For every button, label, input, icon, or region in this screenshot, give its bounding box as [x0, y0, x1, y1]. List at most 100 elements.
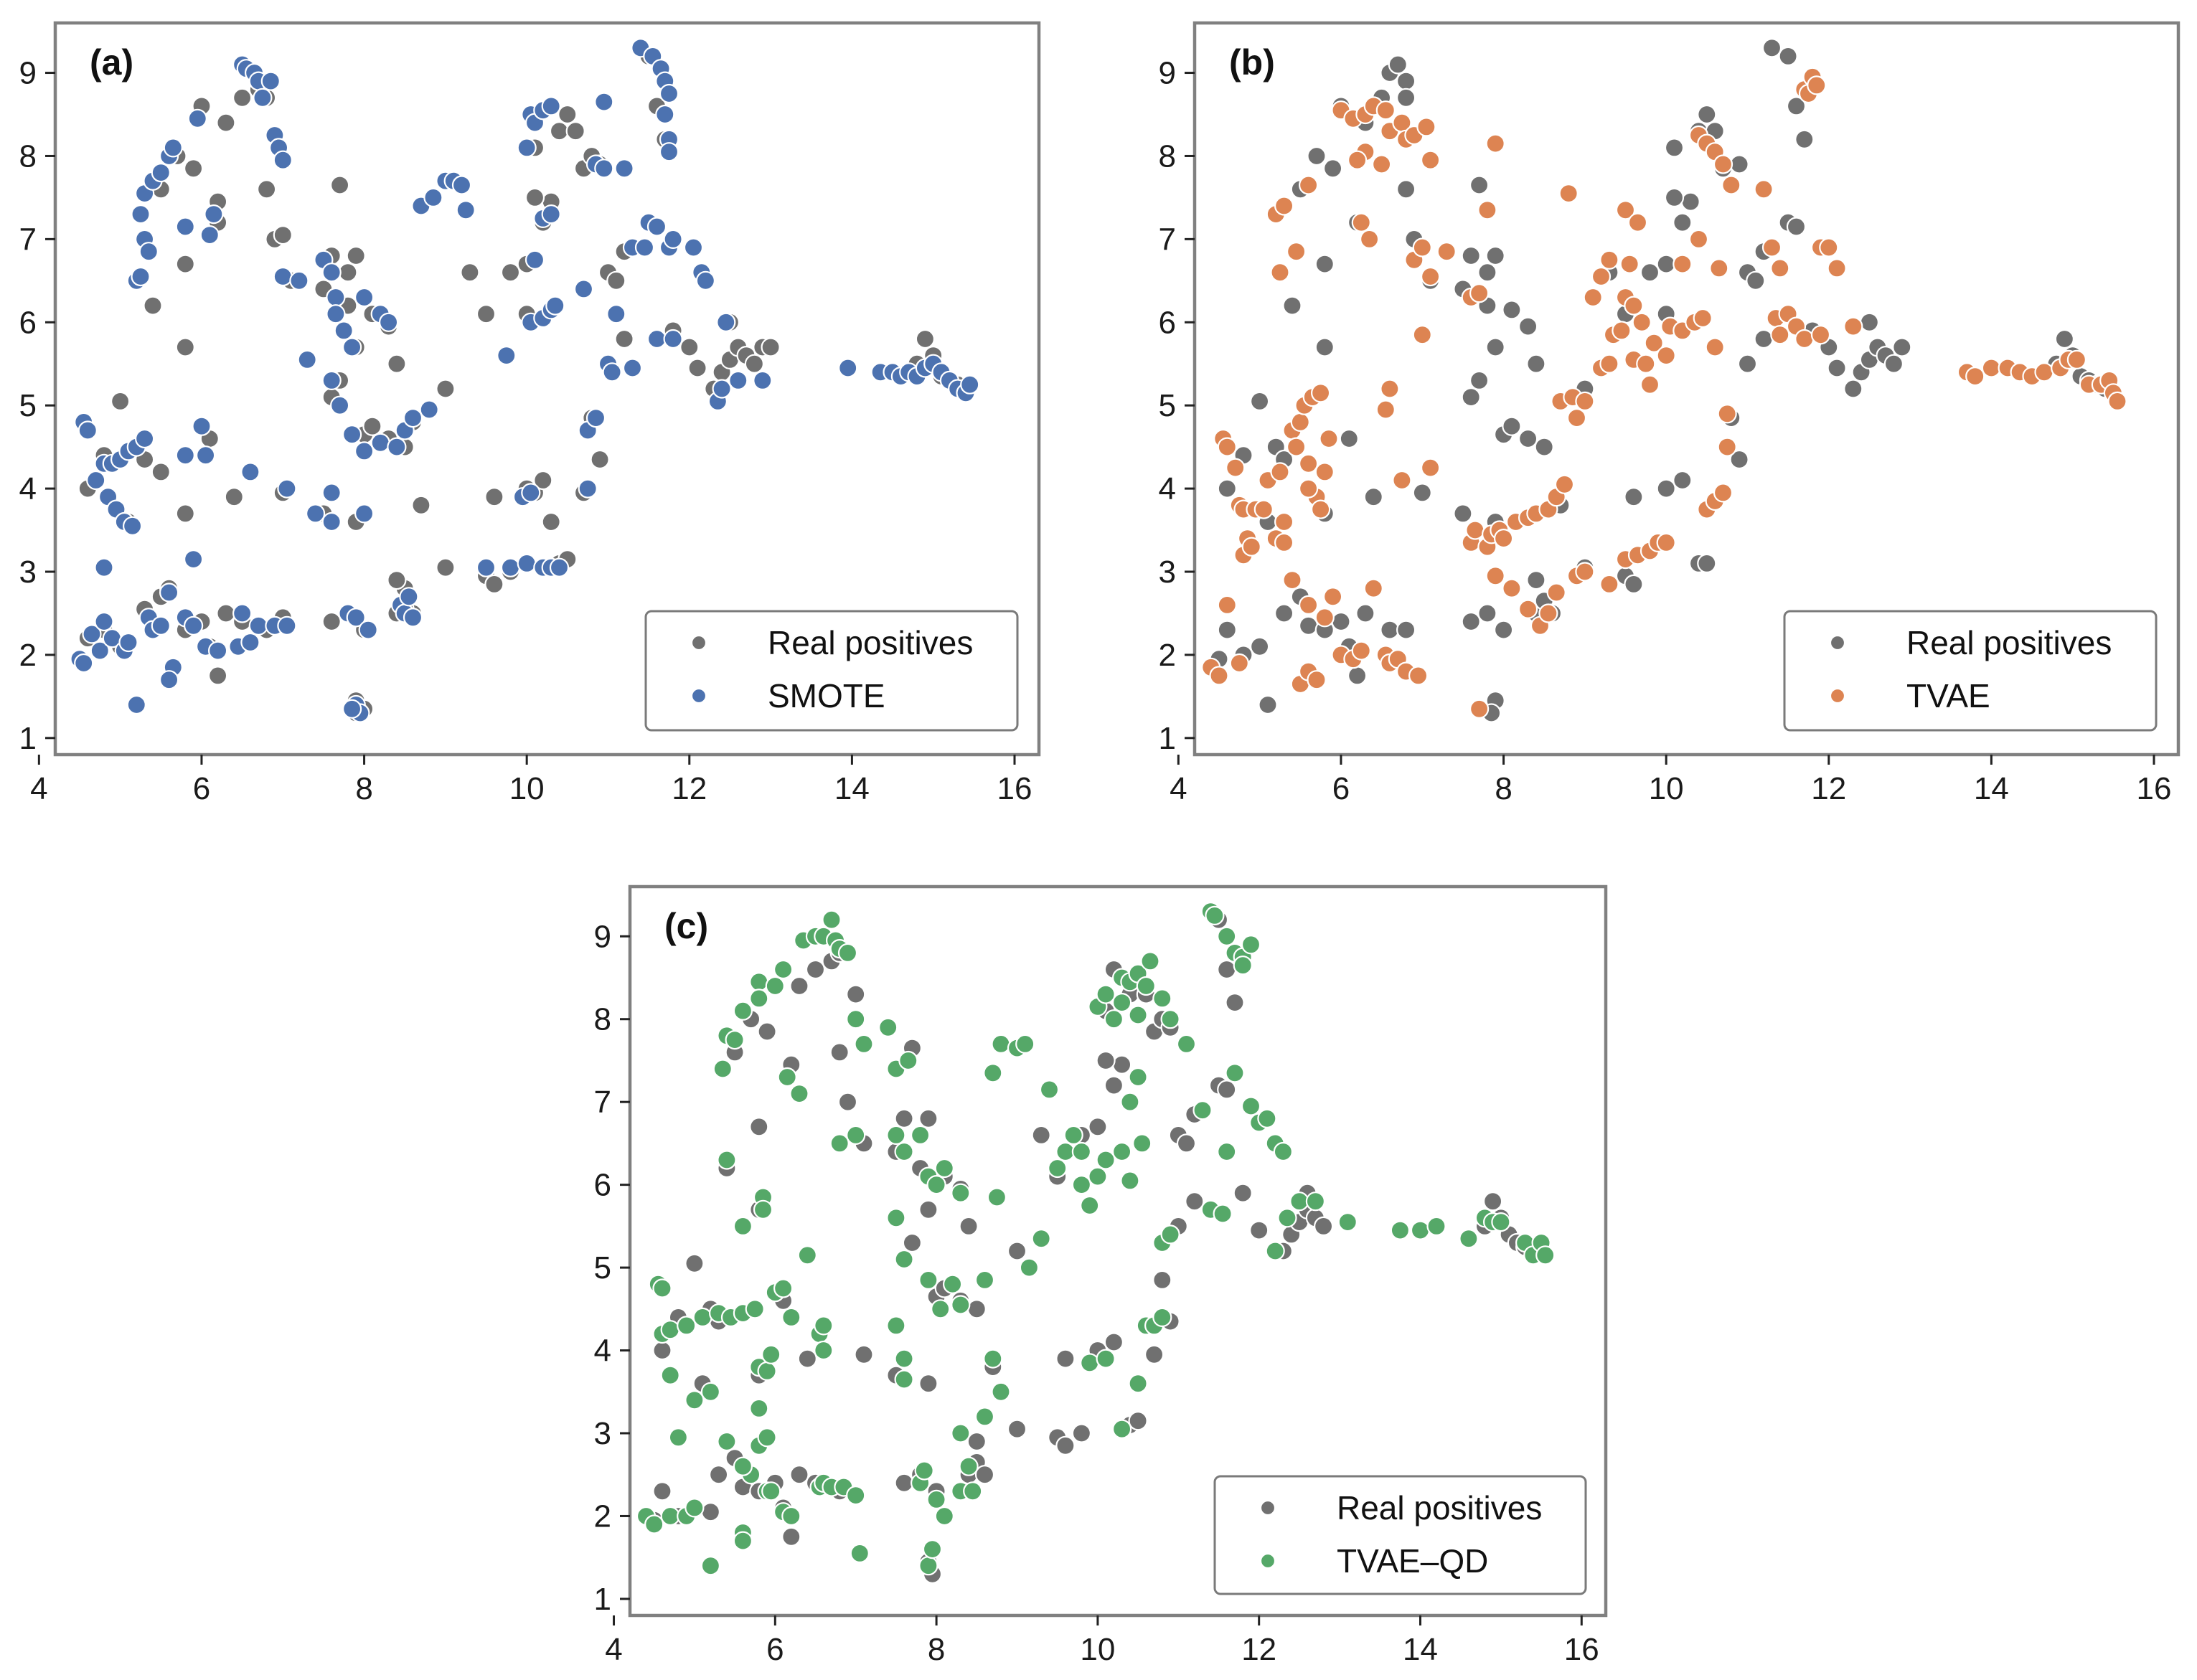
point-c-real-41	[1055, 1349, 1076, 1369]
point-c-tvae-qd-49	[745, 1299, 765, 1319]
point-c-tvae-qd-151	[1217, 926, 1237, 946]
point-b-tvae-129	[1705, 337, 1725, 357]
point-a-real-111	[679, 337, 700, 357]
point-c-real-5	[708, 1465, 729, 1485]
point-a-real-28	[151, 462, 171, 482]
point-c-real-12	[789, 1465, 809, 1485]
point-b-real-56	[1396, 71, 1416, 91]
point-b-tvae-49	[1270, 263, 1290, 283]
point-a-smote-102	[378, 312, 399, 332]
point-c-tvae-qd-26	[934, 1506, 954, 1526]
legend-c: Real positives TVAE–QD	[1213, 1475, 1587, 1595]
point-a-smote-104	[330, 395, 350, 415]
point-c-tvae-qd-71	[789, 1083, 809, 1104]
point-a-real-135	[387, 570, 407, 590]
point-a-smote-130	[541, 204, 561, 225]
point-c-tvae-qd-155	[1233, 955, 1253, 976]
point-a-smote-51	[196, 445, 216, 466]
legend-box-b	[1783, 610, 2158, 732]
point-b-tvae-67	[1359, 229, 1380, 249]
point-b-tvae-145	[1761, 237, 1782, 258]
point-c-tvae-qd-129	[1111, 1419, 1132, 1439]
point-c-tvae-qd-163	[1257, 1108, 1277, 1128]
point-b-tvae-32	[1298, 595, 1319, 615]
point-b-tvae-130	[1673, 254, 1693, 274]
point-a-smote-26	[346, 608, 366, 628]
point-b-tvae-175	[2066, 349, 2087, 369]
point-b-real-14	[1396, 620, 1416, 640]
point-a-smote-105	[342, 425, 362, 445]
point-a-smote-48	[123, 516, 143, 536]
point-c-tvae-qd-145	[1140, 951, 1160, 971]
point-c-real-32	[797, 1349, 817, 1369]
point-b-tvae-50	[1286, 242, 1307, 262]
point-a-smote-158	[695, 270, 716, 291]
point-c-real-71	[959, 1216, 979, 1237]
point-a-smote-138	[602, 362, 622, 382]
point-b-tvae-90	[1485, 566, 1505, 586]
point-a-smote-16	[184, 615, 204, 636]
point-c-tvae-qd-126	[1120, 1171, 1140, 1191]
point-b-real-65	[1485, 245, 1505, 266]
point-b-real-33	[1453, 504, 1473, 524]
point-b-tvae-97	[1575, 562, 1595, 582]
point-a-smote-18	[208, 641, 228, 661]
point-c-tvae-qd-64	[725, 1029, 745, 1050]
x-tick-label-a-14: 14	[834, 771, 870, 806]
point-c-tvae-qd-111	[1019, 1257, 1040, 1278]
point-b-tvae-46	[1408, 666, 1429, 686]
point-b-real-72	[1469, 370, 1490, 391]
point-a-real-68	[338, 263, 358, 283]
legend-box-a	[644, 610, 1019, 732]
point-b-real-40	[1656, 478, 1676, 499]
point-b-tvae-143	[1721, 175, 1741, 195]
point-b-tvae-34	[1322, 587, 1343, 607]
point-c-tvae-qd-95	[894, 1141, 914, 1162]
point-b-tvae-111	[1566, 407, 1587, 428]
point-a-real-15	[321, 611, 342, 632]
point-b-tvae-108	[1717, 404, 1737, 424]
y-tick-label-b-3: 3	[1159, 555, 1176, 590]
x-tick-label-b-14: 14	[1974, 771, 2009, 806]
point-a-real-61	[257, 179, 277, 199]
point-a-smote-2	[82, 624, 102, 644]
series-b-tvae	[1201, 67, 2127, 719]
point-a-smote-164	[838, 358, 858, 378]
point-c-tvae-qd-165	[1273, 1141, 1294, 1162]
point-c-real-77	[966, 1299, 987, 1319]
point-c-tvae-qd-55	[773, 1278, 794, 1298]
point-c-tvae-qd-65	[733, 1001, 753, 1021]
point-c-real-119	[1483, 1191, 1503, 1212]
point-c-tvae-qd-99	[934, 1158, 954, 1179]
point-a-smote-86	[260, 71, 281, 91]
point-a-real-53	[184, 159, 204, 179]
point-b-tvae-132	[1709, 258, 1729, 278]
point-a-real-123	[590, 449, 610, 470]
point-c-tvae-qd-31	[922, 1539, 943, 1559]
legend-label-a-smote: SMOTE	[768, 677, 885, 714]
point-b-tvae-31	[1282, 570, 1302, 590]
point-b-real-46	[1307, 146, 1327, 166]
point-c-tvae-qd-32	[951, 1423, 971, 1443]
point-c-tvae-qd-127	[1080, 1353, 1100, 1373]
point-b-real-44	[1282, 296, 1302, 316]
point-c-tvae-qd-69	[773, 959, 794, 980]
point-b-real-63	[1469, 175, 1490, 195]
point-c-tvae-qd-144	[1128, 1005, 1148, 1025]
point-b-real-99	[1786, 96, 1807, 116]
point-c-tvae-qd-61	[717, 1150, 737, 1170]
legend-a: Real positives SMOTE	[644, 610, 1019, 732]
point-a-smote-108	[387, 437, 407, 457]
point-b-tvae-56	[1375, 100, 1396, 121]
point-a-smote-146	[663, 329, 683, 349]
point-b-tvae-18	[1270, 462, 1290, 482]
point-c-tvae-qd-78	[837, 943, 858, 963]
point-a-smote-103	[321, 370, 342, 391]
point-c-tvae-qd-105	[974, 1270, 995, 1290]
point-b-real-100	[1794, 129, 1815, 149]
point-b-tvae-94	[1538, 603, 1558, 623]
point-c-tvae-qd-86	[878, 1017, 898, 1037]
point-a-smote-134	[594, 159, 614, 179]
point-a-real-95	[565, 121, 585, 141]
point-c-tvae-qd-101	[918, 1270, 938, 1290]
